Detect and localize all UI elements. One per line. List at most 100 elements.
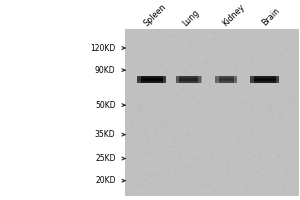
Point [202,167,207,170]
Point [150,89,155,92]
Point [233,114,238,117]
Point [167,124,172,128]
Point [284,170,289,173]
Point [291,87,296,90]
Point [194,101,199,104]
Point [263,129,268,132]
Point [178,115,183,118]
Point [180,174,185,177]
Point [182,122,187,125]
Point [248,60,253,63]
Point [153,154,158,157]
Point [171,145,176,148]
Point [197,129,202,132]
Point [172,159,177,162]
Point [137,110,142,113]
Point [242,122,247,125]
Point [173,193,178,196]
Point [207,180,212,183]
Point [211,32,216,35]
Point [179,86,184,89]
Point [243,182,248,185]
Point [246,117,251,120]
Point [268,120,272,124]
Point [136,182,140,185]
Point [147,174,152,177]
Point [283,144,288,147]
Point [148,151,152,154]
Point [268,104,272,107]
Point [185,65,190,68]
Point [263,67,268,70]
Point [192,96,197,99]
Point [287,99,292,102]
Point [168,34,172,37]
Point [220,69,225,72]
Point [202,61,207,64]
Text: Brain: Brain [260,6,282,28]
Point [146,60,151,64]
Bar [250,76,254,83]
Point [237,142,242,145]
Point [281,191,286,194]
Point [206,185,210,188]
Point [277,113,281,116]
Point [161,67,166,70]
Point [240,46,245,50]
Point [194,137,199,140]
Point [189,48,194,52]
Point [192,157,197,161]
Point [265,134,269,137]
Point [291,188,296,191]
Point [196,119,201,122]
Bar [250,78,279,81]
Point [138,99,143,102]
Point [293,59,298,63]
Point [193,175,198,179]
Point [199,160,204,163]
Point [137,54,142,58]
Point [199,89,203,93]
Point [148,145,153,148]
Point [142,108,147,111]
Point [281,186,286,189]
Point [143,179,148,182]
Point [133,103,138,107]
Point [270,143,275,146]
Point [160,100,165,103]
Point [223,88,228,91]
Point [191,69,196,72]
Point [238,59,243,62]
Point [166,172,171,176]
Text: 50KD: 50KD [95,101,116,110]
Point [184,183,189,186]
Point [288,29,293,33]
Bar [137,78,166,81]
Point [202,52,207,55]
Point [132,154,136,157]
Point [172,136,177,139]
Point [250,148,255,151]
Point [285,48,290,51]
Point [211,189,216,192]
Point [251,188,256,191]
Point [143,152,148,155]
Point [179,32,184,35]
Point [240,111,245,114]
Point [143,44,148,48]
Point [196,88,201,91]
Point [134,160,139,163]
Point [216,166,220,169]
Point [138,181,143,184]
Point [138,168,142,171]
Point [208,87,212,90]
Point [236,151,240,154]
Point [248,59,252,63]
Point [148,172,153,175]
Point [150,172,154,175]
Point [209,135,214,139]
Point [190,156,195,159]
Point [207,190,212,193]
Point [208,162,213,165]
Point [227,49,232,53]
